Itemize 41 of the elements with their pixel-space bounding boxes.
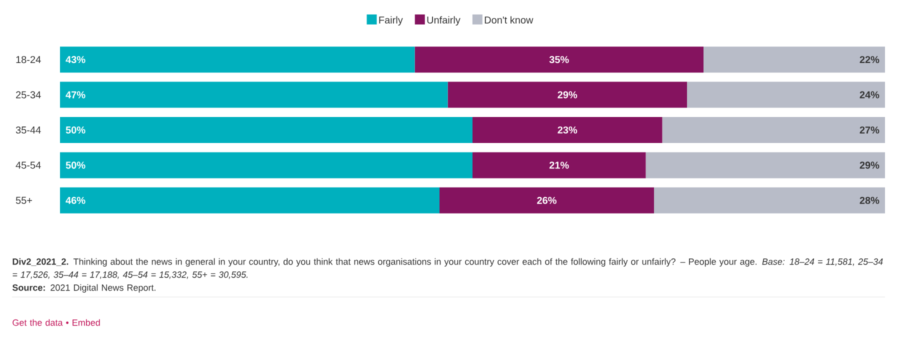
data-label: 29% [558, 91, 578, 98]
y-tick-label: 45-54 [16, 162, 41, 169]
data-label: 28% [860, 196, 880, 204]
data-label: 27% [860, 126, 880, 134]
data-label: 50% [66, 162, 86, 169]
y-tick-label: 55+ [16, 196, 32, 204]
bar [448, 82, 688, 108]
data-label: 50% [66, 126, 86, 134]
data-label: 24% [860, 91, 880, 98]
y-tick-label: 25-34 [16, 91, 41, 98]
y-tick-label: 18-24 [16, 56, 41, 64]
y-tick-label: 35-44 [16, 126, 41, 134]
bar [654, 187, 886, 214]
text: Source: 2021 Digital News Report. [12, 284, 156, 293]
legend-label: Don't know [484, 16, 534, 24]
bar [687, 82, 886, 108]
data-label: 29% [860, 162, 880, 169]
text: Get the data • Embed [12, 319, 100, 326]
bar [662, 117, 886, 144]
data-label: 23% [558, 126, 578, 134]
bar [60, 117, 473, 144]
data-label: 47% [66, 91, 86, 98]
bar [472, 117, 662, 144]
bar [60, 152, 473, 178]
bar [646, 152, 886, 178]
bar [60, 46, 415, 73]
bar [414, 46, 704, 73]
bar [440, 187, 654, 214]
bar [704, 46, 886, 73]
data-label: 43% [66, 56, 86, 64]
data-label: 46% [66, 196, 86, 204]
bar [60, 187, 440, 214]
legend-label: Fairly [379, 16, 403, 26]
data-label: 26% [537, 196, 556, 204]
legend-label: Unfairly [427, 16, 460, 26]
text: Div2_2021_2. Thinking about the news in general in your country, do you think that news organisations in your country cover each of the following fairly or unfairly? – People your age. Base: 18–24 = 11,581, 25–34 = 17,526, 35–44 = 17,188, 45–54 = 15,332, 55+ = 30,595. [12, 258, 883, 279]
data-label: 22% [860, 56, 880, 64]
bar [472, 152, 646, 178]
bar [60, 82, 448, 108]
data-label: 21% [549, 162, 569, 169]
data-label: 35% [549, 56, 569, 64]
